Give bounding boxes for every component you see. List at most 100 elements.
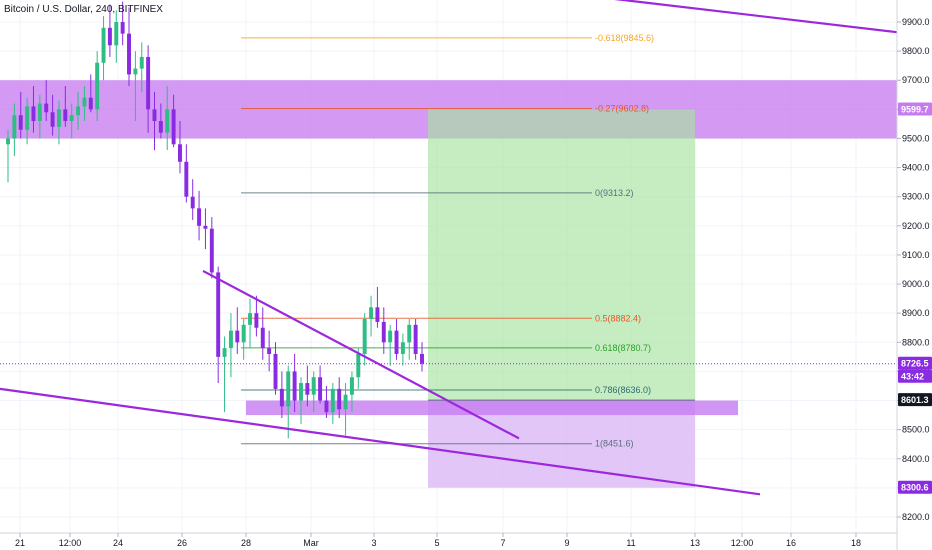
y-tick-label: 9900.0: [902, 17, 930, 27]
candle-body: [37, 103, 42, 121]
y-tick-label: 9500.0: [902, 133, 930, 143]
candle-body: [343, 394, 348, 410]
chart-title: Bitcoin / U.S. Dollar, 240, BITFINEX: [4, 4, 163, 15]
fib-label: -0.618(9845.6): [595, 33, 654, 43]
price-tag-label: 43:42: [901, 372, 924, 382]
x-tick-label: 18: [851, 538, 861, 548]
x-tick-label: 24: [113, 538, 123, 548]
price-tag-label: 8601.3: [901, 395, 929, 405]
price-tag-box: [898, 102, 932, 116]
price-tag-label: 8726.5: [901, 359, 929, 369]
x-tick-label: 26: [177, 538, 187, 548]
candle-body: [184, 161, 189, 197]
target-zone: [428, 109, 695, 401]
candle-body: [222, 348, 227, 357]
candle-body: [152, 109, 157, 121]
candle-body: [324, 400, 329, 413]
candle-body: [50, 112, 55, 127]
y-tick-label: 9800.0: [902, 46, 930, 56]
candle-body: [375, 307, 380, 322]
candle-body: [388, 330, 393, 343]
trendlines-layer: [0, 0, 898, 496]
price-tag-box: [898, 480, 932, 494]
candle-body: [127, 33, 131, 75]
candle-body: [356, 353, 361, 378]
y-tick-label: 9200.0: [902, 221, 930, 231]
candle-body: [63, 109, 68, 121]
candle-body: [76, 106, 81, 116]
candle-body: [31, 106, 36, 121]
candle-body: [330, 388, 335, 413]
candle-body: [190, 196, 195, 209]
candle-body: [362, 319, 367, 354]
fib-label: -0.27(9602.8): [595, 104, 649, 114]
candle-body: [203, 225, 208, 229]
candle-body: [139, 56, 144, 69]
candle-body: [311, 377, 316, 395]
upper-channel-line: [613, 0, 898, 34]
x-tick-label: 13: [690, 538, 700, 548]
candle-body: [101, 27, 106, 63]
y-tick-label: 8900.0: [902, 308, 930, 318]
candles-layer: [0, 1, 897, 439]
y-tick-label: 9100.0: [902, 250, 930, 260]
x-tick-label: 11: [626, 538, 635, 548]
y-tick-label: 9400.0: [902, 163, 930, 173]
candle-body: [235, 330, 240, 343]
candle-body: [228, 330, 233, 349]
fib-label: 1(8451.6): [595, 439, 634, 449]
fib-label: 0.786(8636.0): [595, 385, 651, 395]
candle-body: [120, 22, 125, 34]
y-tick-label: 8200.0: [902, 512, 930, 522]
candle-body: [318, 377, 323, 401]
x-tick-label: 12:00: [59, 538, 82, 548]
candle-body: [209, 228, 214, 273]
candle-body: [114, 22, 119, 46]
candle-body: [299, 383, 303, 401]
candle-body: [394, 330, 399, 354]
candle-body: [407, 324, 412, 343]
x-tick-label: 9: [564, 538, 569, 548]
y-tick-label: 8800.0: [902, 337, 930, 347]
candle-body: [12, 115, 17, 139]
candle-body: [6, 138, 10, 145]
candle-body: [337, 388, 342, 410]
x-tick-label: Mar: [303, 538, 319, 548]
x-tick-label: 21: [15, 538, 25, 548]
candle-body: [82, 97, 87, 107]
candle-body: [349, 377, 354, 395]
x-tick-label: 16: [786, 538, 796, 548]
candle-body: [107, 27, 112, 46]
candle-body: [88, 97, 93, 110]
candle-body: [171, 109, 176, 145]
candle-body: [25, 106, 30, 130]
fib-label: 0.5(8882.4): [595, 313, 641, 323]
price-tag-box: [898, 356, 932, 370]
candle-body: [158, 121, 163, 133]
candle-body: [177, 144, 182, 162]
wedge-upper-line: [202, 269, 520, 440]
x-tick-label: 28: [241, 538, 251, 548]
candle-body: [241, 324, 246, 343]
support-zone: [246, 400, 738, 416]
price-tag-box: [898, 369, 932, 383]
candle-body: [197, 208, 202, 226]
x-tick-label: 5: [434, 538, 439, 548]
y-tick-label: 9000.0: [902, 279, 930, 289]
candle-body: [400, 342, 405, 354]
candle-body: [216, 272, 221, 357]
lower-channel-line: [0, 387, 761, 496]
candle-body: [254, 313, 259, 328]
x-tick-label: 3: [371, 538, 376, 548]
candle-body: [279, 388, 284, 407]
candle-body: [248, 313, 253, 325]
candle-body: [18, 115, 23, 130]
fib-label: 0.618(8780.7): [595, 343, 651, 353]
candle-body: [146, 56, 151, 110]
candle-body: [133, 68, 138, 75]
x-tick-label: 12:00: [731, 538, 754, 548]
candle-body: [165, 109, 170, 133]
candle-body: [56, 109, 61, 127]
price-tags: 9599.7 8726.5 43:42 8601.3 8300.6: [898, 102, 932, 494]
